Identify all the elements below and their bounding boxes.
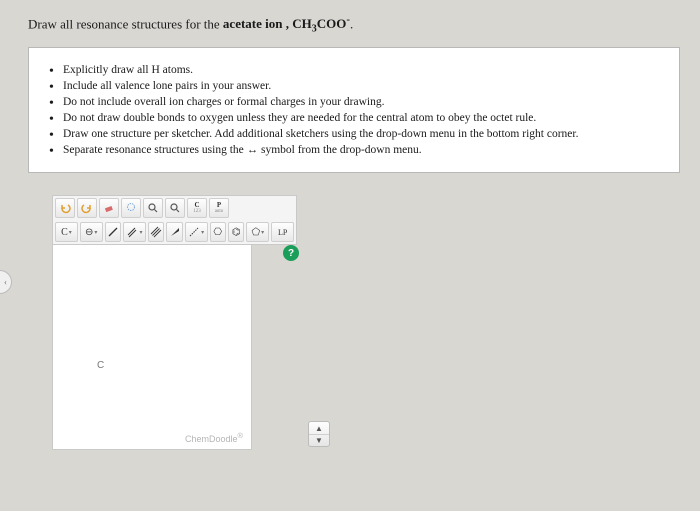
instruction-item: Include all valence lone pairs in your a…	[63, 78, 665, 94]
question-text: Draw all resonance structures for the ac…	[28, 14, 680, 35]
chemdoodle-brand: ChemDoodle®	[185, 431, 243, 444]
erase-icon[interactable]	[99, 198, 119, 218]
stepper-down-icon[interactable]: ▼	[309, 435, 329, 447]
redo-icon[interactable]	[77, 198, 97, 218]
undo-icon[interactable]	[55, 198, 75, 218]
instruction-item: Draw one structure per sketcher. Add add…	[63, 126, 665, 142]
sketcher-stepper[interactable]: ▲ ▼	[308, 421, 330, 447]
stepper-up-icon[interactable]: ▲	[309, 422, 329, 435]
toolbar-row-1: C123 Pauto	[52, 195, 297, 220]
triple-bond-button[interactable]	[148, 222, 164, 242]
instruction-item: Separate resonance structures using the …	[63, 142, 665, 158]
zoom-out-icon[interactable]	[165, 198, 185, 218]
lasso-icon[interactable]	[121, 198, 141, 218]
instructions-panel: Explicitly draw all H atoms. Include all…	[28, 47, 680, 174]
benzene-button[interactable]: ⌬	[228, 222, 244, 242]
element-c-button[interactable]: C▾	[55, 222, 78, 242]
zoom-in-icon[interactable]	[143, 198, 163, 218]
p-icon[interactable]: Pauto	[209, 198, 229, 218]
help-button[interactable]: ?	[283, 245, 299, 261]
ring-button[interactable]: ⎔	[210, 222, 226, 242]
instruction-item: Do not draw double bonds to oxygen unles…	[63, 110, 665, 126]
lonepair-button[interactable]: LP	[271, 222, 294, 242]
cp-icon[interactable]: C123	[187, 198, 207, 218]
charge-button[interactable]: ⊖▾	[80, 222, 103, 242]
drawing-canvas[interactable]: C ChemDoodle®	[52, 245, 252, 450]
toolbar-row-2: C▾ ⊖▾ ▾ ▾ ⎔ ⌬ ⬠▾ LP	[52, 220, 297, 245]
chain-button[interactable]: ⬠▾	[246, 222, 269, 242]
wedge-button[interactable]	[166, 222, 182, 242]
double-bond-button[interactable]: ▾	[123, 222, 146, 242]
sketcher: C123 Pauto C▾ ⊖▾ ▾ ▾ ⎔ ⌬ ⬠▾ LP C ChemDoo…	[52, 195, 322, 450]
dash-button[interactable]: ▾	[185, 222, 208, 242]
single-bond-button[interactable]	[105, 222, 121, 242]
side-tab-icon: ‹	[4, 277, 7, 287]
instruction-item: Do not include overall ion charges or fo…	[63, 94, 665, 110]
canvas-placeholder-atom: C	[97, 360, 104, 371]
instruction-item: Explicitly draw all H atoms.	[63, 62, 665, 78]
